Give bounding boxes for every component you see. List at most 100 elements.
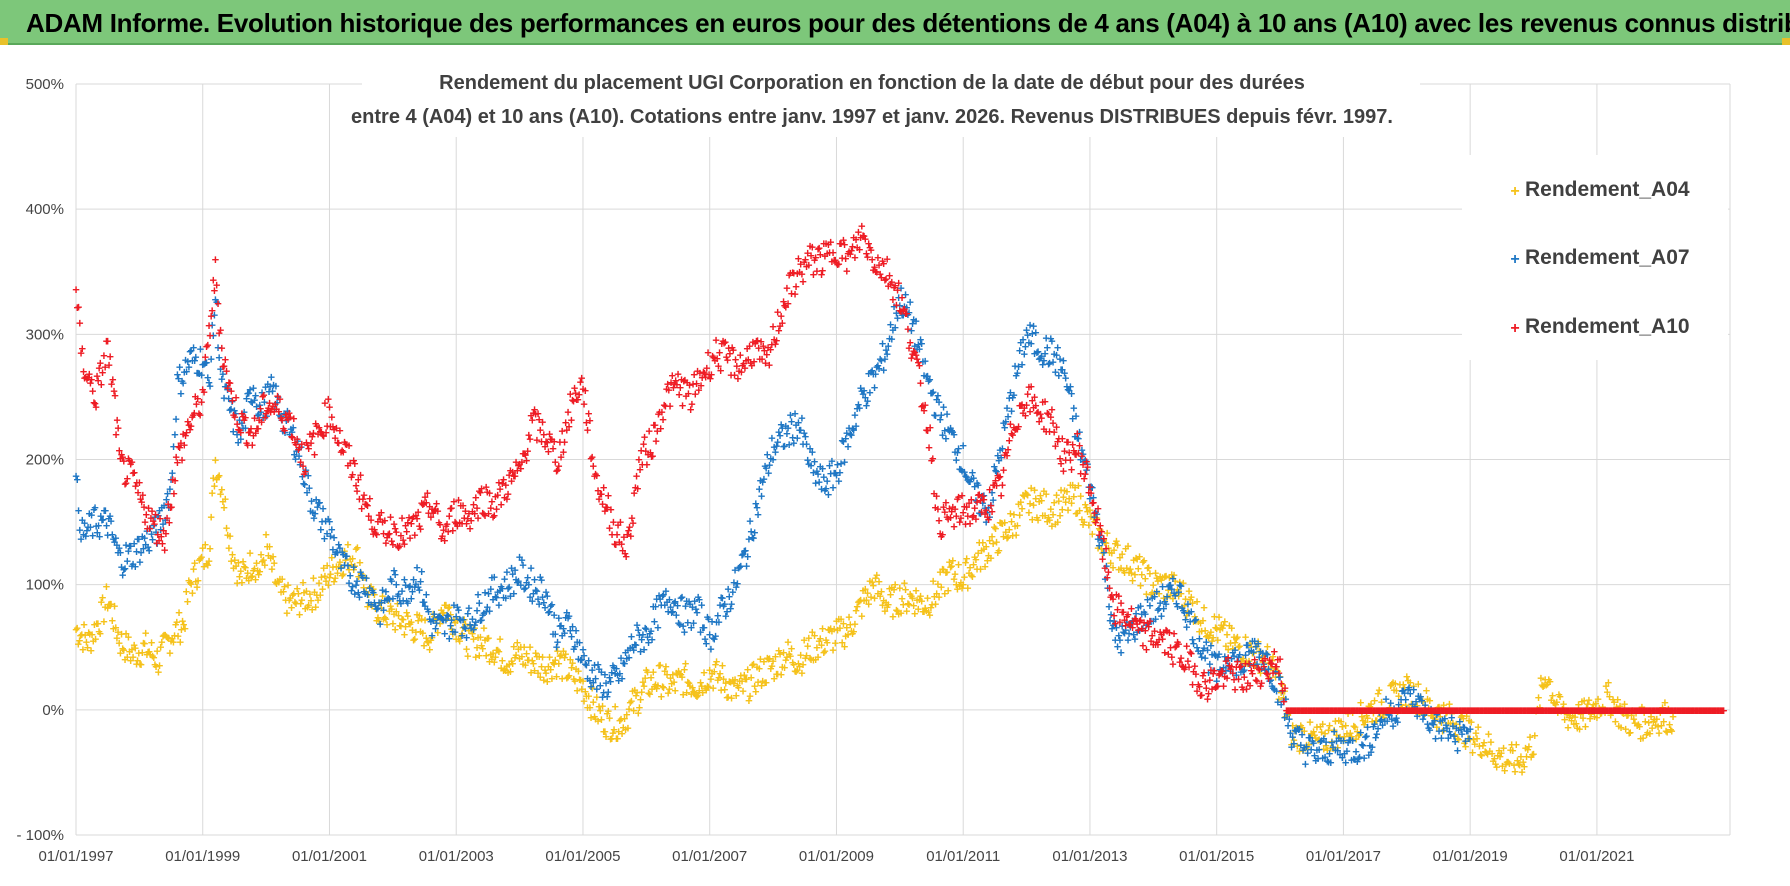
- data-point: +: [345, 576, 353, 591]
- data-point: +: [1392, 676, 1400, 691]
- data-point: +: [378, 600, 386, 615]
- data-point: +: [582, 684, 590, 699]
- data-point: +: [439, 612, 447, 627]
- data-point: +: [273, 576, 281, 591]
- data-point: +: [1387, 678, 1395, 693]
- data-point: +: [677, 667, 685, 682]
- data-point: +: [632, 688, 640, 703]
- data-point: +: [997, 516, 1005, 531]
- data-point: +: [520, 582, 528, 597]
- data-point: +: [1185, 584, 1193, 599]
- data-point: +: [1174, 582, 1182, 597]
- data-point: +: [746, 689, 754, 704]
- data-point: +: [1087, 509, 1095, 524]
- data-point: +: [321, 569, 329, 584]
- data-point: +: [129, 557, 137, 572]
- data-point: +: [312, 492, 320, 507]
- data-point: +: [994, 545, 1002, 560]
- data-point: +: [171, 628, 179, 643]
- data-point: +: [512, 648, 520, 663]
- data-point: +: [782, 418, 790, 433]
- data-point: +: [749, 658, 757, 673]
- data-point: +: [469, 626, 477, 641]
- data-point: +: [82, 529, 90, 544]
- data-point: +: [764, 447, 772, 462]
- data-point: +: [344, 537, 352, 552]
- data-point: +: [872, 570, 880, 585]
- data-point: +: [1167, 587, 1175, 602]
- data-point: +: [894, 604, 902, 619]
- data-point: +: [1651, 712, 1659, 727]
- data-point: +: [328, 550, 336, 565]
- x-tick-label: 01/01/2015: [1179, 848, 1254, 865]
- data-point: +: [1245, 653, 1253, 668]
- data-point: +: [1329, 741, 1337, 756]
- data-point: +: [530, 586, 538, 601]
- data-point: +: [956, 579, 964, 594]
- data-point: +: [705, 612, 713, 627]
- data-point: +: [271, 402, 279, 417]
- data-point: +: [397, 618, 405, 633]
- data-point: +: [568, 660, 576, 675]
- data-point: +: [404, 608, 412, 623]
- data-point: +: [626, 695, 634, 710]
- data-point: +: [1720, 703, 1728, 718]
- data-point: +: [1402, 697, 1410, 712]
- data-point: +: [631, 637, 639, 652]
- data-point: +: [399, 612, 407, 627]
- data-point: +: [362, 584, 370, 599]
- data-point: +: [856, 593, 864, 608]
- data-point: +: [426, 611, 434, 626]
- data-point: +: [745, 693, 753, 708]
- data-point: +: [76, 522, 84, 537]
- data-point: +: [337, 560, 345, 575]
- data-point: +: [560, 621, 568, 636]
- data-point: +: [310, 510, 318, 525]
- data-point: +: [911, 606, 919, 621]
- data-point: +: [359, 570, 367, 585]
- data-point: +: [1419, 694, 1427, 709]
- data-point: +: [811, 628, 819, 643]
- data-point: +: [118, 560, 126, 575]
- data-point: +: [957, 575, 965, 590]
- data-point: +: [1290, 733, 1298, 748]
- data-point: +: [1025, 505, 1033, 520]
- data-point: +: [1584, 697, 1592, 712]
- data-point: +: [1326, 718, 1334, 733]
- data-point: +: [368, 583, 376, 598]
- data-point: +: [738, 674, 746, 689]
- data-point: +: [92, 399, 100, 414]
- data-point: +: [780, 645, 788, 660]
- data-point: +: [107, 597, 115, 612]
- data-point: +: [410, 633, 418, 648]
- data-point: +: [1252, 658, 1260, 673]
- data-point: +: [1235, 639, 1243, 654]
- data-point: +: [303, 583, 311, 598]
- data-point: +: [751, 525, 759, 540]
- data-point: +: [1281, 683, 1289, 698]
- data-point: +: [192, 574, 200, 589]
- data-point: +: [235, 555, 243, 570]
- data-point: +: [121, 561, 129, 576]
- data-point: +: [799, 274, 807, 289]
- data-point: +: [189, 585, 197, 600]
- data-point: +: [144, 645, 152, 660]
- data-point: +: [535, 596, 543, 611]
- data-point: +: [1289, 718, 1297, 733]
- data-point: +: [421, 598, 429, 613]
- data-point: +: [183, 364, 191, 379]
- data-point: +: [547, 662, 555, 677]
- data-point: +: [783, 649, 791, 664]
- data-point: +: [80, 527, 88, 542]
- data-point: +: [1514, 753, 1522, 768]
- data-point: +: [766, 457, 774, 472]
- data-point: +: [314, 500, 322, 515]
- data-point: +: [452, 609, 460, 624]
- data-point: +: [473, 603, 481, 618]
- data-point: +: [1212, 620, 1220, 635]
- data-point: +: [196, 407, 204, 422]
- data-point: +: [1666, 717, 1674, 732]
- data-point: +: [815, 475, 823, 490]
- data-point: +: [1592, 696, 1600, 711]
- data-point: +: [106, 349, 114, 364]
